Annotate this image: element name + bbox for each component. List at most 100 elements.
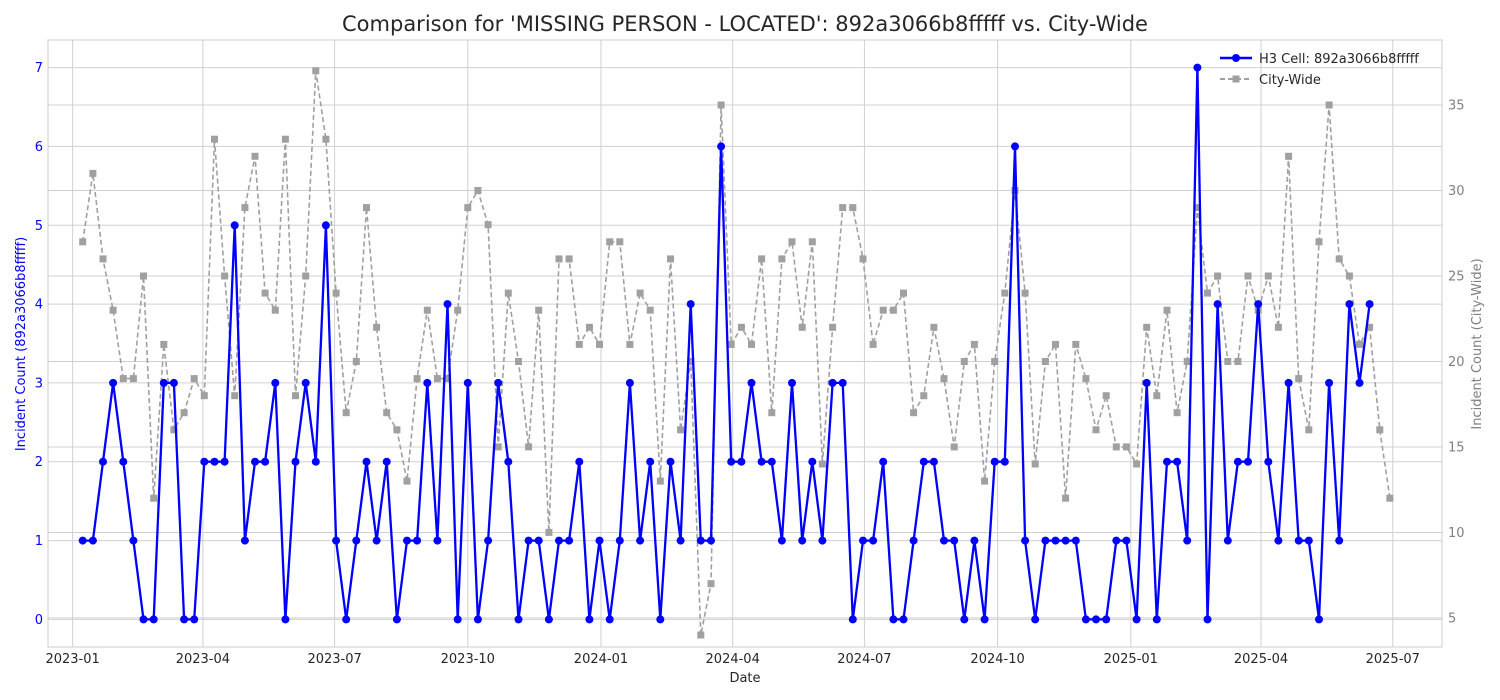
h3-cell-point	[1223, 536, 1232, 545]
h3-cell-line	[82, 66, 1371, 621]
city-wide-point	[859, 255, 867, 263]
h3-cell-point	[453, 615, 462, 624]
h3-cell-point	[413, 536, 422, 545]
h3-cell-point	[1244, 457, 1252, 466]
city-wide-point	[140, 272, 147, 280]
h3-cell-point	[200, 457, 209, 466]
left-y-tick-label: 4	[35, 298, 43, 313]
city-wide-point	[606, 238, 614, 246]
plot-frame	[47, 39, 1443, 648]
h3-cell-point	[625, 378, 634, 387]
h3-cell-point	[159, 378, 168, 387]
h3-cell-point	[504, 457, 513, 466]
city-wide-point	[1052, 340, 1059, 348]
h3-cell-point	[119, 457, 128, 466]
city-wide-point	[180, 409, 188, 417]
h3-cell-point	[463, 378, 472, 387]
legend-city-label: City-Wide	[1259, 73, 1321, 88]
h3-cell-point	[707, 536, 715, 545]
city-wide-point	[211, 135, 218, 143]
h3-cell-point	[190, 615, 199, 624]
city-wide-point	[129, 375, 137, 383]
city-wide-point	[535, 306, 543, 314]
x-axis-label: Date	[729, 671, 760, 686]
x-tick-label: 2023-04	[176, 652, 230, 667]
city-wide-point	[717, 101, 725, 109]
city-wide-point	[261, 289, 269, 297]
h3-cell-point	[909, 536, 918, 545]
h3-cell-point	[342, 615, 351, 624]
h3-cell-point	[524, 536, 533, 545]
city-wide-point	[89, 169, 97, 177]
h3-cell-point	[615, 536, 624, 545]
x-tick-label: 2023-01	[45, 652, 99, 667]
left-y-tick-label: 3	[35, 376, 43, 391]
h3-cell-point	[1193, 63, 1202, 72]
city-wide-point	[1173, 409, 1181, 417]
city-wide-point	[1122, 443, 1130, 451]
city-wide-point	[1092, 426, 1100, 434]
city-wide-point	[1285, 152, 1293, 160]
h3-cell-point	[899, 615, 908, 624]
h3-cell-point	[1041, 536, 1050, 545]
city-wide-point	[1133, 460, 1141, 468]
h3-cell-point	[443, 300, 452, 309]
h3-cell-point	[1304, 536, 1313, 545]
h3-cell-point	[1163, 457, 1171, 466]
h3-cell-point	[595, 536, 604, 545]
h3-cell-point	[332, 536, 341, 545]
city-wide-point	[727, 340, 735, 348]
city-wide-point	[900, 289, 907, 297]
h3-cell-point	[1203, 615, 1212, 624]
right-y-tick-label: 35	[1448, 98, 1465, 113]
h3-cell-point	[1274, 536, 1283, 545]
x-tick-label: 2024-10	[970, 652, 1024, 667]
city-wide-point	[433, 375, 441, 383]
city-wide-point	[1082, 375, 1090, 383]
h3-cell-point	[1345, 300, 1354, 309]
city-wide-point	[1224, 358, 1232, 365]
city-wide-point	[464, 204, 472, 212]
city-wide-point	[393, 426, 401, 434]
h3-cell-point	[1355, 378, 1364, 387]
h3-cell-point	[990, 457, 999, 466]
city-wide-point	[241, 204, 249, 212]
h3-cell-point	[433, 536, 442, 545]
city-wide-point	[1244, 272, 1252, 280]
city-wide-point	[109, 306, 117, 314]
h3-cell-point	[1294, 536, 1303, 545]
h3-cell-point	[514, 615, 523, 624]
city-wide-point	[616, 238, 624, 246]
h3-cell-point	[129, 536, 138, 545]
city-wide-point	[1062, 494, 1070, 502]
city-wide-point	[626, 340, 634, 348]
city-wide-point	[403, 477, 411, 485]
x-tick-label: 2025-01	[1104, 652, 1158, 667]
city-wide-point	[200, 392, 208, 400]
h3-cell-point	[88, 536, 97, 545]
city-wide-point	[1315, 238, 1323, 246]
city-wide-point	[575, 340, 583, 348]
x-tick-label: 2024-04	[706, 652, 760, 667]
h3-cell-point	[271, 378, 280, 387]
city-wide-point	[1214, 272, 1222, 280]
h3-cell-point	[1112, 536, 1121, 545]
city-wide-point	[565, 255, 573, 263]
h3-cell-point	[261, 457, 270, 466]
h3-cell-point	[605, 615, 614, 624]
city-wide-point	[748, 340, 755, 348]
city-wide-point	[1102, 392, 1110, 400]
city-wide-point	[79, 238, 87, 246]
city-wide-point	[697, 631, 705, 639]
city-wide-point	[423, 306, 431, 314]
h3-cell-point	[575, 457, 584, 466]
city-wide-point	[839, 204, 847, 212]
h3-cell-point	[149, 615, 158, 624]
city-wide-point	[363, 204, 370, 212]
city-wide-point	[292, 392, 299, 400]
city-wide-point	[596, 340, 603, 348]
city-wide-point	[1345, 272, 1353, 280]
h3-cell-point	[869, 536, 878, 545]
